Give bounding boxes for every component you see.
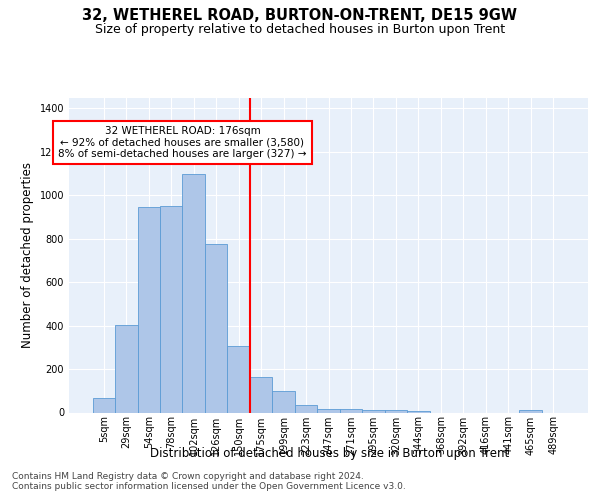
- Y-axis label: Number of detached properties: Number of detached properties: [21, 162, 34, 348]
- Bar: [92, 398, 115, 412]
- Bar: [160, 206, 182, 412]
- Bar: [317, 408, 340, 412]
- Bar: [362, 410, 385, 412]
- Text: 32 WETHEREL ROAD: 176sqm
← 92% of detached houses are smaller (3,580)
8% of semi: 32 WETHEREL ROAD: 176sqm ← 92% of detach…: [58, 126, 307, 159]
- Text: 32, WETHEREL ROAD, BURTON-ON-TRENT, DE15 9GW: 32, WETHEREL ROAD, BURTON-ON-TRENT, DE15…: [83, 8, 517, 22]
- Bar: [137, 207, 160, 412]
- Bar: [385, 410, 407, 412]
- Bar: [115, 324, 137, 412]
- Bar: [205, 244, 227, 412]
- Bar: [520, 410, 542, 412]
- Bar: [182, 174, 205, 412]
- Bar: [250, 376, 272, 412]
- Bar: [295, 405, 317, 412]
- Text: Contains HM Land Registry data © Crown copyright and database right 2024.: Contains HM Land Registry data © Crown c…: [12, 472, 364, 481]
- Bar: [340, 408, 362, 412]
- Text: Contains public sector information licensed under the Open Government Licence v3: Contains public sector information licen…: [12, 482, 406, 491]
- Text: Distribution of detached houses by size in Burton upon Trent: Distribution of detached houses by size …: [151, 448, 509, 460]
- Text: Size of property relative to detached houses in Burton upon Trent: Size of property relative to detached ho…: [95, 22, 505, 36]
- Bar: [272, 391, 295, 412]
- Bar: [227, 346, 250, 412]
